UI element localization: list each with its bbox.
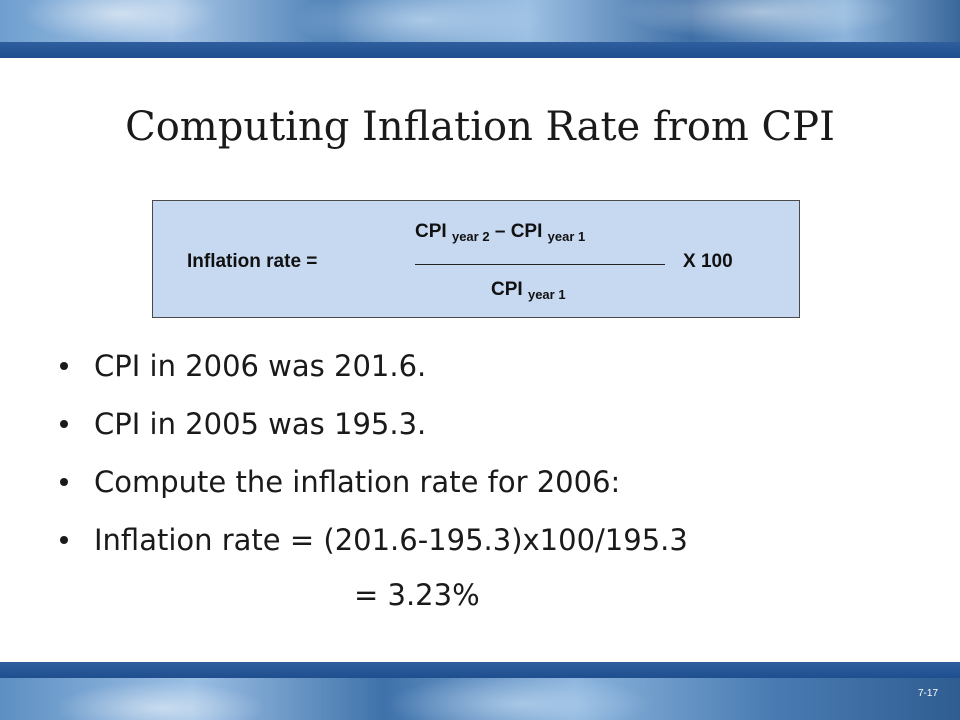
bullet-dot-icon (60, 478, 68, 486)
numerator-cpi: CPI (415, 221, 447, 242)
bullet-item: Compute the inflation rate for 2006: (60, 460, 920, 518)
bullet-text: Inflation rate = (201.6-195.3)x100/195.3 (94, 523, 688, 557)
bullet-item: Inflation rate = (201.6-195.3)x100/195.3 (60, 518, 920, 576)
bullet-dot-icon (60, 362, 68, 370)
formula-box: Inflation rate = CPI year 2 – CPI year 1… (152, 200, 800, 318)
slide-number: 7-17 (917, 688, 938, 699)
slide-title: Computing Inflation Rate from CPI (125, 104, 835, 150)
footer-rule (0, 662, 960, 678)
header-banner-image (0, 0, 960, 42)
bullet-text: CPI in 2006 was 201.6. (94, 349, 427, 383)
result-line: = 3.23% (354, 578, 480, 612)
formula-denominator: CPI year 1 (491, 279, 566, 302)
numerator-subscript-1: year 2 (451, 229, 490, 244)
formula-multiplier: X 100 (683, 251, 733, 272)
denominator-subscript: year 1 (527, 287, 566, 302)
formula-numerator: CPI year 2 – CPI year 1 (415, 221, 585, 244)
header-rule (0, 42, 960, 58)
bullet-dot-icon (60, 420, 68, 428)
numerator-subscript-2: year 1 (547, 229, 586, 244)
numerator-minus-cpi: – CPI (494, 221, 543, 242)
bullet-text: Compute the inflation rate for 2006: (94, 465, 621, 499)
denominator-cpi: CPI (491, 279, 523, 300)
bullet-list: CPI in 2006 was 201.6. CPI in 2005 was 1… (60, 344, 920, 576)
bullet-item: CPI in 2006 was 201.6. (60, 344, 920, 402)
bullet-item: CPI in 2005 was 195.3. (60, 402, 920, 460)
bullet-text: CPI in 2005 was 195.3. (94, 407, 427, 441)
bullet-dot-icon (60, 536, 68, 544)
formula-label: Inflation rate = (187, 251, 318, 272)
footer-banner-image (0, 678, 960, 720)
fraction-bar (415, 264, 665, 265)
